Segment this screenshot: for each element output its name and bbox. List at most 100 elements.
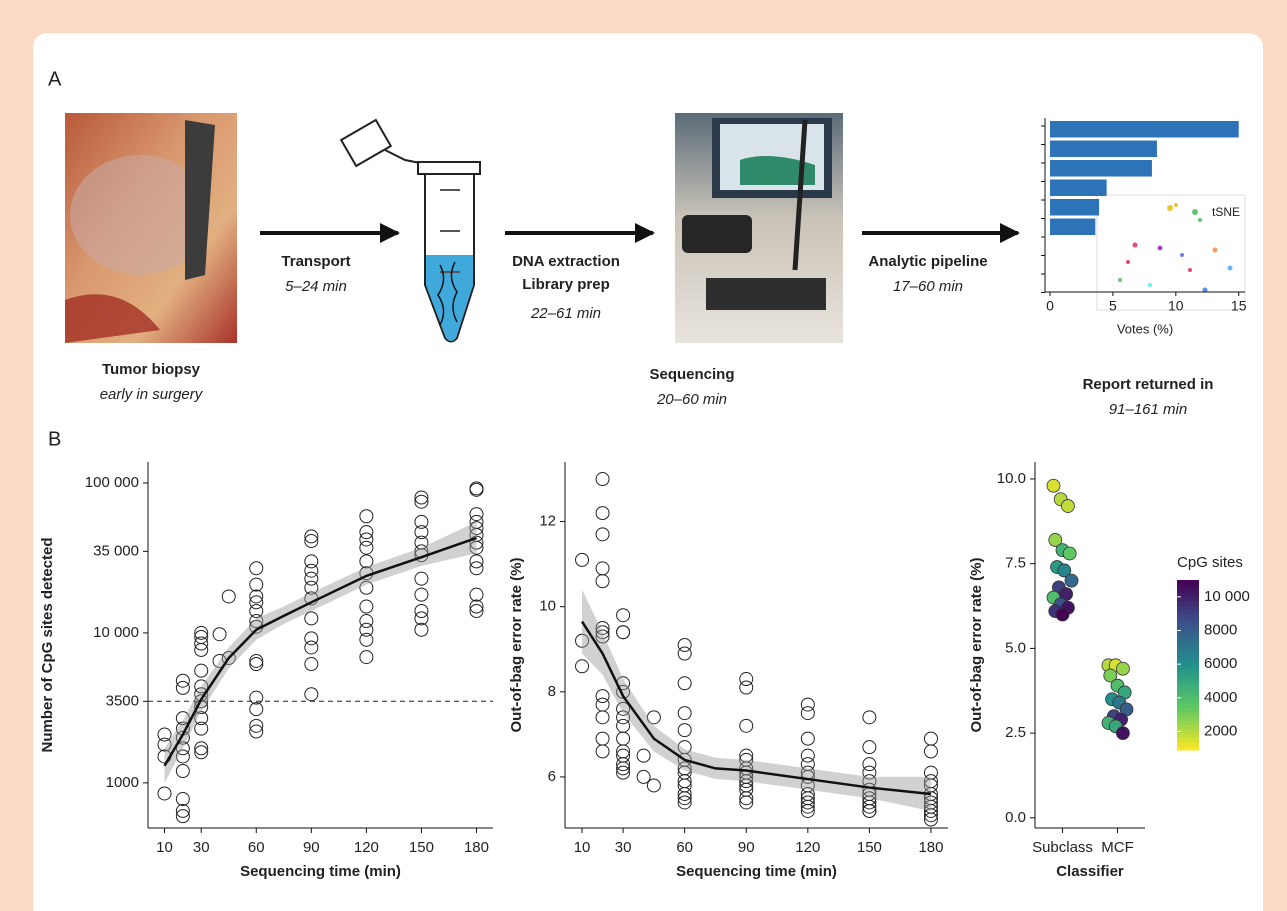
y-tick-label: 100 000: [85, 474, 139, 491]
colorbar-step: [1177, 635, 1199, 640]
panel-label: A: [48, 68, 62, 90]
y-tick-label: 35 000: [93, 542, 139, 559]
colorbar-step: [1177, 733, 1199, 738]
x-tick-label: 90: [303, 839, 320, 856]
colorbar-step: [1177, 703, 1199, 708]
bar: [1050, 160, 1152, 177]
y-tick-label: 1000: [106, 774, 139, 791]
y-tick-label: 10.0: [997, 470, 1026, 487]
y-tick-label: 2.5: [1005, 724, 1026, 741]
colorbar-step: [1177, 712, 1199, 717]
colorbar-step: [1177, 720, 1199, 725]
colorbar-step: [1177, 618, 1199, 623]
step-title: Library prep: [522, 276, 610, 293]
colorbar-step: [1177, 601, 1199, 606]
colorbar-step: [1177, 589, 1199, 594]
step-title: Report returned in: [1083, 376, 1214, 393]
colorbar-step: [1177, 640, 1199, 645]
data-point: [1116, 662, 1129, 675]
x-axis-title: Votes (%): [1117, 321, 1173, 336]
colorbar-tick-label: 8000: [1204, 621, 1237, 638]
colorbar-step: [1177, 614, 1199, 619]
colorbar-step: [1177, 665, 1199, 670]
data-point: [1047, 479, 1060, 492]
colorbar-step: [1177, 708, 1199, 713]
step-time: 17–60 min: [893, 278, 963, 295]
colorbar-step: [1177, 597, 1199, 602]
colorbar-step: [1177, 623, 1199, 628]
colorbar-step: [1177, 644, 1199, 649]
colorbar-step: [1177, 674, 1199, 679]
bar: [1050, 199, 1099, 216]
y-tick-label: 5.0: [1005, 639, 1026, 656]
x-tick-label: 5: [1109, 298, 1117, 314]
y-tick-label: 7.5: [1005, 555, 1026, 572]
step-time: 22–61 min: [530, 305, 601, 322]
colorbar-step: [1177, 742, 1199, 747]
y-axis-title: Number of CpG sites detected: [39, 537, 56, 752]
colorbar-step: [1177, 716, 1199, 721]
colorbar-step: [1177, 686, 1199, 691]
colorbar-step: [1177, 682, 1199, 687]
annotation: tSNE: [1212, 205, 1240, 219]
step-time: 20–60 min: [656, 391, 727, 408]
colorbar-step: [1177, 695, 1199, 700]
x-tick-label: Subclass: [1032, 839, 1093, 856]
y-axis-title: Out-of-bag error rate (%): [508, 557, 525, 732]
x-tick-label: 180: [464, 839, 489, 856]
data-point: [1065, 574, 1078, 587]
x-tick-label: 30: [615, 839, 632, 856]
data-point: [1056, 608, 1069, 621]
data-point: [1116, 727, 1129, 740]
x-tick-label: 10: [574, 839, 591, 856]
x-axis-title: Classifier: [1056, 863, 1124, 880]
step-note: early in surgery: [100, 386, 204, 403]
step-title: Sequencing: [649, 366, 734, 383]
colorbar-step: [1177, 657, 1199, 662]
data-point: [1061, 500, 1074, 513]
step-title: DNA extraction: [512, 253, 620, 270]
y-tick-label: 6: [548, 768, 556, 785]
y-axis-title: Out-of-bag error rate (%): [968, 557, 985, 732]
colorbar-title: CpG sites: [1177, 554, 1243, 571]
x-tick-label: 10: [156, 839, 173, 856]
colorbar-tick-label: 6000: [1204, 655, 1237, 672]
y-tick-label: 0.0: [1005, 809, 1026, 826]
y-tick-label: 10 000: [93, 624, 139, 641]
colorbar-step: [1177, 606, 1199, 611]
x-tick-label: 60: [248, 839, 265, 856]
colorbar-step: [1177, 631, 1199, 636]
colorbar-step: [1177, 725, 1199, 730]
colorbar-step: [1177, 648, 1199, 653]
bar: [1050, 180, 1107, 197]
colorbar-step: [1177, 652, 1199, 657]
x-tick-label: 150: [857, 839, 882, 856]
step-time: 5–24 min: [285, 278, 347, 295]
colorbar-step: [1177, 678, 1199, 683]
x-axis-title: Sequencing time (min): [240, 863, 401, 880]
colorbar-tick-label: 4000: [1204, 689, 1237, 706]
x-tick-label: 120: [795, 839, 820, 856]
colorbar-tick-label: 10 000: [1204, 588, 1250, 605]
x-tick-label: 60: [676, 839, 693, 856]
colorbar-step: [1177, 661, 1199, 666]
x-tick-label: 10: [1168, 298, 1184, 314]
x-tick-label: 90: [738, 839, 755, 856]
y-tick-label: 8: [548, 683, 556, 700]
colorbar-tick-label: 2000: [1204, 722, 1237, 739]
x-tick-label: 180: [918, 839, 943, 856]
sequencing-photo: [675, 113, 843, 343]
colorbar-step: [1177, 746, 1199, 751]
step-time: 91–161 min: [1109, 401, 1187, 418]
x-tick-label: 0: [1046, 298, 1054, 314]
x-axis-title: Sequencing time (min): [676, 863, 837, 880]
x-tick-label: 30: [193, 839, 210, 856]
y-tick-label: 10: [539, 598, 556, 615]
colorbar-step: [1177, 669, 1199, 674]
panel-label: B: [48, 428, 61, 450]
bar: [1050, 121, 1239, 138]
y-tick-label: 12: [539, 513, 556, 530]
y-tick-label: 3500: [106, 692, 139, 709]
step-title: Tumor biopsy: [102, 361, 201, 378]
biopsy-photo: [65, 113, 237, 343]
